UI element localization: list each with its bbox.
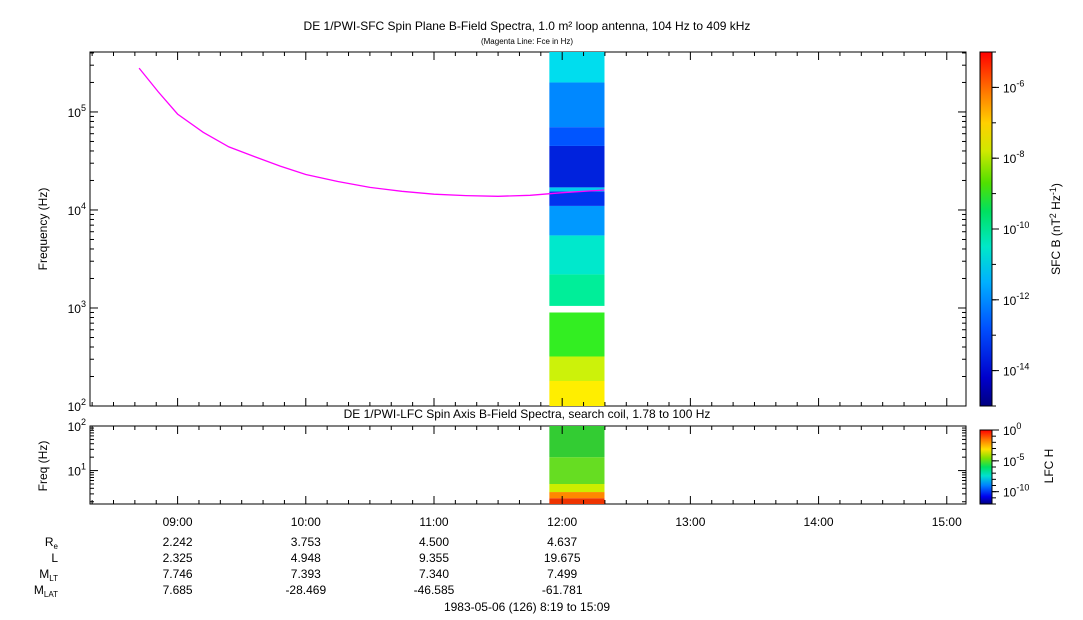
lfc-spectrum-band bbox=[549, 484, 605, 493]
sfc-spectrum-band bbox=[549, 127, 605, 146]
sfc-panel: 102 103 104 105 Frequency (Hz) bbox=[36, 51, 967, 414]
lfc-spectrum-band bbox=[549, 492, 605, 499]
sfc-spectrum-band bbox=[549, 305, 605, 313]
lfc-spectrum-band bbox=[549, 498, 605, 504]
ephemeris-row-label: MLT bbox=[39, 567, 58, 583]
sfc-spectrum-band bbox=[549, 205, 605, 236]
sfc-spectrum-band bbox=[549, 191, 605, 206]
sfc-y-tick-label: 102 bbox=[68, 397, 86, 414]
sfc-spectrum-band bbox=[549, 187, 605, 192]
sfc-colorbar-tick-label: 10-14 bbox=[1003, 362, 1029, 379]
ephemeris-value: 9.355 bbox=[419, 551, 449, 565]
ephemeris-value: 7.340 bbox=[419, 567, 449, 581]
sfc-y-axis: 102 103 104 105 bbox=[68, 52, 966, 414]
lfc-spectrum-band bbox=[549, 457, 605, 485]
sfc-plot-frame bbox=[89, 51, 967, 407]
ephemeris-value: 7.685 bbox=[163, 583, 193, 597]
sfc-spectrum-band bbox=[549, 380, 605, 406]
ephemeris-value: 2.242 bbox=[163, 535, 193, 549]
sfc-colorbar-tick-label: 10-10 bbox=[1003, 220, 1029, 237]
ephemeris-value: 3.753 bbox=[291, 535, 321, 549]
ephemeris-value: 2.325 bbox=[163, 551, 193, 565]
ephemeris-value: 7.746 bbox=[163, 567, 193, 581]
sfc-y-tick-label: 103 bbox=[68, 299, 86, 316]
ephemeris-value: -28.469 bbox=[285, 583, 326, 597]
lfc-y-axis: 101 102 bbox=[68, 417, 966, 503]
lfc-colorbar-label: LFC H bbox=[1042, 449, 1056, 484]
ephemeris-row-label: Re bbox=[45, 535, 59, 551]
lfc-colorbar: 100 10-5 10-10 LFC H bbox=[979, 421, 1056, 505]
sfc-colorbar: 10-6 10-8 10-10 10-12 10-14 SFC B (nT2 Hz-1) bbox=[979, 51, 1063, 407]
ephemeris-value: 7.393 bbox=[291, 567, 321, 581]
sfc-y-axis-label: Frequency (Hz) bbox=[36, 188, 50, 271]
lfc-colorbar-tick-label: 10-5 bbox=[1003, 452, 1024, 469]
lfc-colorbar-tick-label: 100 bbox=[1003, 421, 1021, 438]
ephemeris-value: 7.499 bbox=[547, 567, 577, 581]
figure-subtitle: (Magenta Line: Fce in Hz) bbox=[481, 37, 573, 46]
lfc-y-tick-label: 102 bbox=[68, 417, 86, 434]
fce-line bbox=[138, 67, 605, 197]
sfc-colorbar-tick-label: 10-8 bbox=[1003, 149, 1024, 166]
ephemeris-value: 4.637 bbox=[547, 535, 577, 549]
ephemeris-row-label: MLAT bbox=[34, 583, 58, 599]
sfc-spectrum-band bbox=[549, 235, 605, 275]
sfc-spectrum-band bbox=[549, 52, 605, 83]
ephemeris-value: 19.675 bbox=[544, 551, 581, 565]
x-tick-label: 11:00 bbox=[419, 515, 448, 529]
ephemeris-value: 4.500 bbox=[419, 535, 449, 549]
sfc-y-tick-label: 104 bbox=[68, 201, 86, 218]
sfc-spectrum-band bbox=[549, 312, 605, 357]
ephemeris-value: 4.948 bbox=[291, 551, 321, 565]
x-tick-label: 13:00 bbox=[675, 515, 705, 529]
lfc-spectrogram bbox=[549, 426, 605, 504]
x-tick-label: 12:00 bbox=[547, 515, 577, 529]
x-tick-label: 10:00 bbox=[291, 515, 321, 529]
sfc-colorbar-scale bbox=[979, 51, 993, 407]
sfc-spectrum-band bbox=[549, 274, 605, 306]
ephemeris-value: -61.781 bbox=[542, 583, 583, 597]
lfc-x-axis: 09:00 10:00 11:00 12:00 13:00 14:00 15:00 bbox=[91, 426, 962, 529]
lfc-spectrum-band bbox=[549, 426, 605, 458]
sfc-spectrum-band bbox=[549, 356, 605, 381]
sfc-spectrum-band bbox=[549, 82, 605, 128]
sfc-colorbar-tick-label: 10-12 bbox=[1003, 291, 1029, 308]
x-tick-label: 14:00 bbox=[804, 515, 834, 529]
x-tick-label: 15:00 bbox=[932, 515, 962, 529]
lfc-y-axis-label: Freq (Hz) bbox=[36, 441, 50, 492]
sfc-colorbar-label: SFC B (nT2 Hz-1) bbox=[1048, 183, 1063, 275]
lfc-panel: 101 102 09:00 10:00 11:00 12:00 13:00 14:00 15:… bbox=[36, 417, 967, 529]
sfc-spectrogram bbox=[549, 52, 605, 406]
lfc-y-tick-label: 101 bbox=[68, 462, 86, 479]
lfc-colorbar-tick-label: 10-10 bbox=[1003, 483, 1029, 500]
lfc-colorbar-scale bbox=[979, 429, 993, 505]
lfc-plot-frame bbox=[89, 425, 967, 505]
sfc-y-tick-label: 105 bbox=[68, 103, 86, 120]
lfc-colorbar-ticks: 100 10-5 10-10 bbox=[992, 421, 1029, 505]
ephemeris-row-label: L bbox=[51, 551, 58, 565]
time-range-footer: 1983-05-06 (126) 8:19 to 15:09 bbox=[444, 600, 610, 614]
sfc-colorbar-ticks: 10-6 10-8 10-10 10-12 10-14 bbox=[992, 51, 1029, 407]
figure-title: DE 1/PWI-SFC Spin Plane B-Field Spectra,… bbox=[304, 19, 751, 33]
sfc-colorbar-tick-label: 10-6 bbox=[1003, 78, 1024, 95]
ephemeris-value: -46.585 bbox=[414, 583, 455, 597]
panel2-title: DE 1/PWI-LFC Spin Axis B-Field Spectra, … bbox=[344, 407, 711, 421]
sfc-spectrum-band bbox=[549, 145, 605, 188]
sfc-x-ticks bbox=[91, 52, 948, 406]
x-tick-label: 09:00 bbox=[163, 515, 193, 529]
ephemeris-table: Re 2.242 3.753 4.500 4.637 L 2.325 4.948 9.355 19… bbox=[34, 535, 583, 599]
